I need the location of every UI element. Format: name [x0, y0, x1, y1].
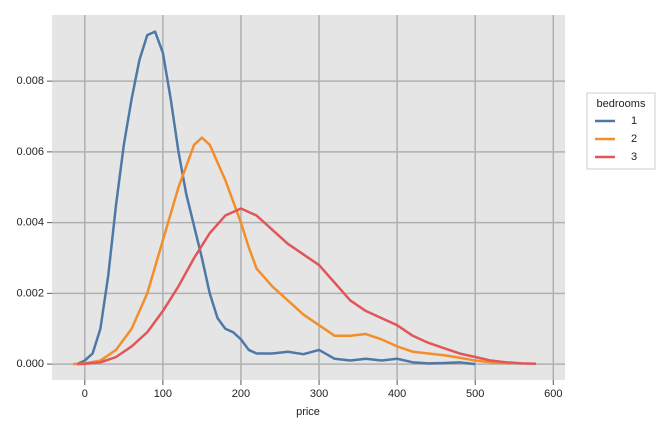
x-tick-label: 400: [388, 388, 406, 400]
y-tick-label: 0.006: [16, 146, 44, 158]
legend-label: 3: [631, 151, 637, 163]
legend-title: bedrooms: [597, 98, 646, 110]
x-tick-label: 500: [466, 388, 484, 400]
x-tick-label: 100: [154, 388, 172, 400]
x-axis-label: price: [296, 406, 320, 418]
density-line: [73, 136, 511, 366]
y-tick-label: 0.002: [16, 287, 44, 299]
y-tick-label: 0.008: [16, 75, 44, 87]
legend-label: 1: [631, 115, 637, 127]
legend-box: [586, 92, 656, 170]
density-line: [76, 207, 537, 366]
x-tick-label: 300: [310, 388, 328, 400]
x-tick-label: 200: [232, 388, 250, 400]
x-tick-label: 600: [544, 388, 562, 400]
legend-label: 2: [631, 133, 637, 145]
density-line: [76, 30, 476, 366]
y-tick-label: 0.000: [16, 358, 44, 370]
x-tick-label: 0: [82, 388, 88, 400]
plot-background: [52, 15, 565, 380]
y-tick-label: 0.004: [16, 217, 44, 229]
